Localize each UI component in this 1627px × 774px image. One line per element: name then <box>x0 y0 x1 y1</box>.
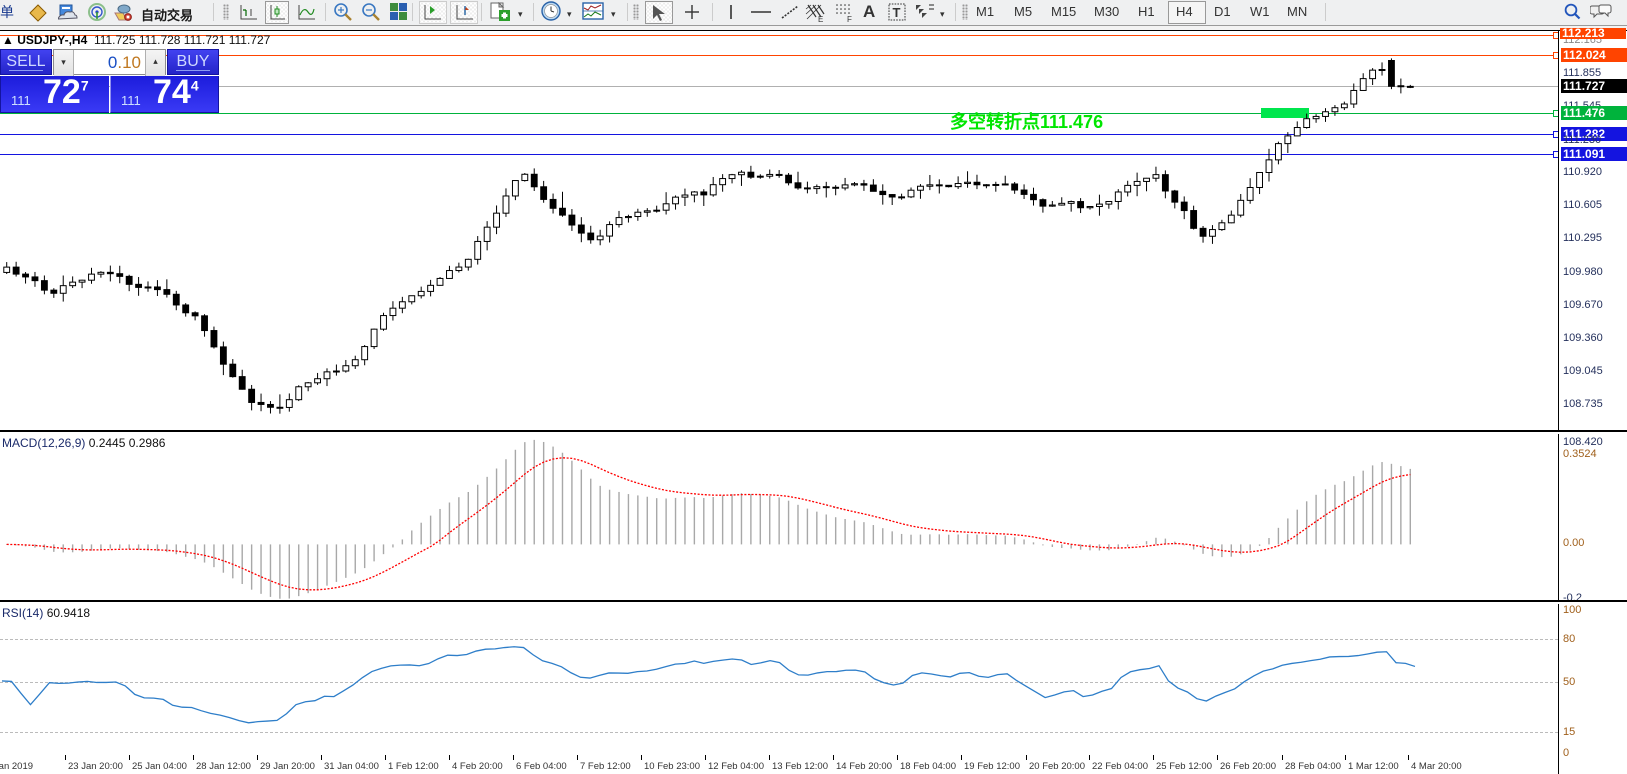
svg-text:F: F <box>847 15 852 22</box>
svg-text:单: 单 <box>0 4 14 20</box>
svg-text:T: T <box>893 5 901 20</box>
svg-text:E: E <box>818 15 823 22</box>
